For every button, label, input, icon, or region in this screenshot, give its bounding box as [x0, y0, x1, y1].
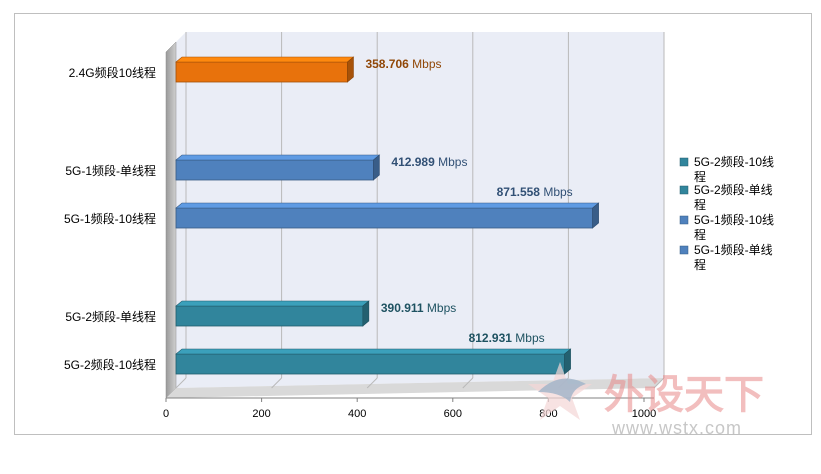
x-tick-label: 400	[348, 408, 366, 420]
x-axis-ticks: 02004006008001000	[163, 397, 656, 420]
legend-swatch	[679, 157, 689, 167]
watermark-text: 外设天下	[604, 372, 764, 418]
data-label: 812.931 Mbps	[469, 331, 545, 345]
bar-front	[175, 305, 364, 327]
bar-3	[175, 300, 370, 327]
data-label-value: 412.989	[391, 155, 435, 169]
bar-4	[175, 348, 572, 375]
bar-front	[175, 61, 348, 83]
bar-top	[175, 300, 370, 307]
data-label-value: 871.558	[497, 185, 541, 199]
category-label: 5G-2频段-单线程	[65, 309, 156, 324]
data-label-unit: Mbps	[424, 301, 457, 315]
category-label: 2.4G频段10线程	[69, 65, 156, 80]
bar-front	[175, 159, 374, 181]
watermark-url: www.wstx.com	[611, 418, 742, 438]
legend-label: 5G-2频段-10线	[694, 154, 774, 169]
x-tick-label: 600	[444, 408, 462, 420]
floor	[166, 378, 664, 398]
legend-swatch	[679, 245, 689, 255]
data-label: 390.911 Mbps	[381, 301, 456, 315]
bar-top	[175, 348, 572, 355]
data-label: 412.989 Mbps	[391, 155, 467, 169]
shark-logo-icon	[528, 362, 592, 420]
bar-front	[175, 353, 565, 375]
bar-side	[362, 300, 370, 327]
bar-top	[175, 56, 355, 63]
gridline-floor	[653, 377, 665, 389]
gridline-floor	[462, 377, 474, 389]
legend-label: 5G-1频段-10线	[694, 212, 774, 227]
legend-item: 5G-2频段-单线程	[679, 182, 773, 212]
bar-1	[175, 154, 381, 181]
data-label-unit: Mbps	[435, 155, 468, 169]
legend-label: 5G-2频段-单线	[694, 182, 773, 197]
bar-0	[175, 56, 355, 83]
category-labels: 2.4G频段10线程 5G-1频段-单线程 5G-1频段-10线程 5G-2频段-单线…	[64, 65, 156, 372]
data-label-unit: Mbps	[540, 185, 573, 199]
data-label-value: 812.931	[469, 331, 513, 345]
bar-side	[373, 154, 380, 181]
gridline-floor	[175, 377, 187, 389]
legend-swatch	[679, 215, 689, 225]
data-label: 358.706 Mbps	[365, 57, 441, 71]
category-label: 5G-1频段-10线程	[64, 211, 156, 226]
watermark: 外设天下 www.wstx.com	[528, 362, 764, 438]
legend-item: 5G-2频段-10线程	[679, 154, 774, 184]
bar-2	[175, 202, 600, 229]
legend: 5G-2频段-10线程5G-2频段-单线程5G-1频段-10线程5G-1频段-单…	[679, 154, 774, 272]
x-tick-label: 200	[252, 408, 270, 420]
category-label: 5G-1频段-单线程	[65, 163, 156, 178]
legend-label: 5G-1频段-单线	[694, 242, 773, 257]
legend-label-wrap: 程	[694, 197, 706, 212]
bar-front	[175, 207, 594, 229]
bar-top	[175, 202, 600, 209]
data-label-value: 358.706	[365, 57, 409, 71]
category-label: 5G-2频段-10线程	[64, 357, 156, 372]
legend-label-wrap: 程	[694, 227, 706, 242]
bar-top	[175, 154, 381, 161]
data-label-unit: Mbps	[409, 57, 442, 71]
data-label: 871.558 Mbps	[497, 185, 573, 199]
x-tick-label: 1000	[632, 408, 656, 420]
data-label-value: 390.911	[381, 301, 424, 315]
bar-side	[347, 56, 354, 83]
bar-side	[564, 348, 571, 375]
legend-label-wrap: 程	[694, 169, 706, 184]
legend-label-wrap: 程	[694, 257, 706, 272]
side-wall	[165, 41, 177, 399]
gridline-floor	[271, 377, 282, 389]
bars	[175, 56, 600, 375]
legend-item: 5G-1频段-10线程	[679, 212, 774, 242]
gridline-floor	[366, 377, 378, 389]
legend-swatch	[679, 185, 689, 195]
x-tick-label: 0	[163, 408, 169, 420]
bar-side	[592, 202, 599, 229]
legend-item: 5G-1频段-单线程	[679, 242, 773, 272]
data-label-unit: Mbps	[512, 331, 545, 345]
